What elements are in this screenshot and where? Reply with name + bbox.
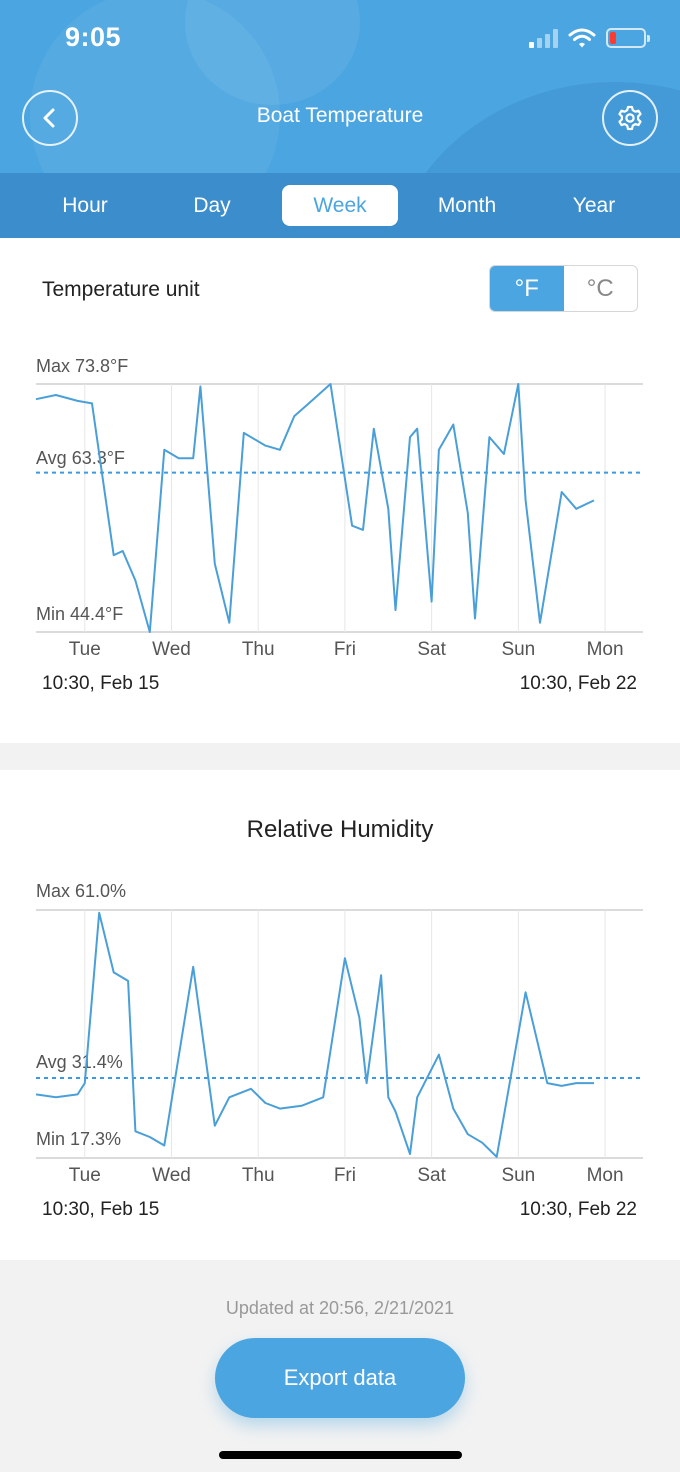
tab-week[interactable]: Week (282, 185, 398, 226)
export-data-button[interactable]: Export data (215, 1338, 465, 1418)
humidity-range-end: 10:30, Feb 22 (519, 1199, 637, 1220)
chart-day-label: Sat (417, 1165, 446, 1186)
tab-day[interactable]: Day (193, 193, 231, 217)
temperature-avg-label: Avg 63.3°F (36, 448, 125, 468)
unit-fahrenheit-option[interactable]: °F (490, 266, 564, 311)
temperature-unit-toggle: °F °C (489, 265, 638, 312)
wifi-icon (568, 28, 596, 48)
humidity-range-start: 10:30, Feb 15 (42, 1199, 160, 1220)
battery-icon (606, 28, 650, 48)
updated-timestamp: Updated at 20:56, 2/21/2021 (225, 1298, 455, 1318)
back-button[interactable] (22, 90, 78, 146)
temperature-unit-label: Temperature unit (42, 278, 200, 301)
settings-button[interactable] (602, 90, 658, 146)
temperature-card: Temperature unit °F °C Max 73.8°F Avg 63… (0, 238, 680, 743)
humidity-card: Relative Humidity Max 61.0% Avg 31.4% Mi… (0, 770, 680, 1260)
chart-day-label: Sun (501, 1165, 535, 1186)
chart-day-label: Wed (152, 1165, 191, 1186)
chart-day-label: Fri (334, 1165, 356, 1186)
chart-day-label: Tue (69, 1165, 101, 1186)
status-icons (529, 24, 650, 52)
period-tabbar: Hour Day Week Month Year (0, 173, 680, 238)
humidity-min-label: Min 17.3% (36, 1129, 121, 1149)
chart-day-label: Thu (242, 639, 275, 660)
page-title: Boat Temperature (256, 104, 424, 127)
chart-day-label: Sun (501, 639, 535, 660)
humidity-max-label: Max 61.0% (36, 881, 126, 901)
humidity-chart: Max 61.0% Avg 31.4% Min 17.3% Tue Wed Thu F… (35, 881, 643, 1186)
temperature-series-line (35, 383, 595, 633)
chart-day-label: Mon (587, 639, 624, 660)
humidity-title: Relative Humidity (246, 816, 434, 843)
humidity-avg-label: Avg 31.4% (36, 1052, 123, 1072)
unit-celsius-option[interactable]: °C (586, 274, 614, 302)
tab-year[interactable]: Year (572, 193, 616, 217)
chart-day-label: Sat (417, 639, 446, 660)
header: 9:05 Boat Temperature Hour Day Week (0, 0, 680, 238)
temperature-min-label: Min 44.4°F (36, 604, 123, 624)
cellular-signal-icon (529, 28, 558, 48)
humidity-series-line (35, 911, 594, 1158)
temperature-max-label: Max 73.8°F (36, 356, 128, 376)
chart-day-label: Tue (69, 639, 101, 660)
tab-hour[interactable]: Hour (62, 193, 108, 217)
chart-day-label: Wed (152, 639, 191, 660)
chart-day-label: Thu (242, 1165, 275, 1186)
chevron-left-icon (43, 108, 55, 128)
temperature-range-end: 10:30, Feb 22 (519, 673, 637, 694)
tab-month[interactable]: Month (437, 193, 497, 217)
temperature-range-start: 10:30, Feb 15 (42, 673, 160, 694)
chart-day-label: Mon (587, 1165, 624, 1186)
status-time: 9:05 (65, 22, 122, 52)
temperature-chart: Max 73.8°F Avg 63.3°F Min 44.4°F Tue Wed T… (35, 356, 643, 660)
chart-day-label: Fri (334, 639, 356, 660)
home-indicator (219, 1451, 462, 1459)
gear-icon (618, 105, 642, 131)
